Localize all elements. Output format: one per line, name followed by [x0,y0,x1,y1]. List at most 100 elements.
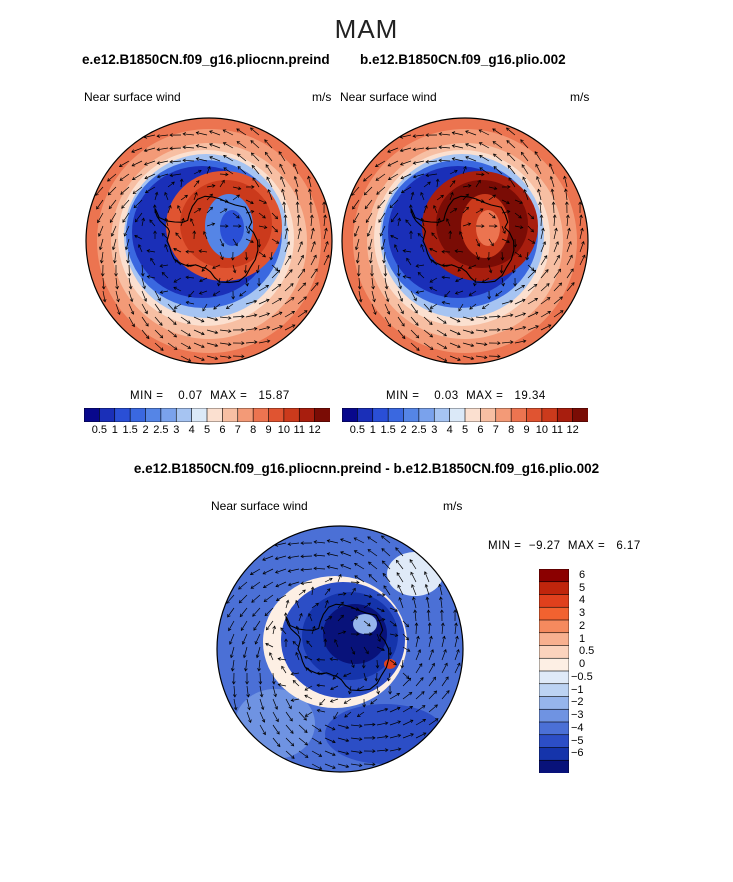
colorbar-tick-label: 6 [477,424,484,436]
colorbar-tick-label: 1 [369,424,376,436]
panel3-minmax: MIN = −9.27 MAX = 6.17 [488,540,641,552]
colorbar-swatch [539,759,569,773]
colorbar-tick-label: 6 [219,424,226,436]
colorbar-tick-label: 4 [579,594,586,607]
colorbar-tick-label: −5 [571,734,584,747]
panel3-polar-map [216,525,464,773]
colorbar-swatch [252,408,270,422]
panel2-min-label: MIN = [386,390,420,402]
diff-case-title: e.e12.B1850CN.f09_g16.pliocnn.preind - b… [133,461,600,476]
panel2-minmax: MIN = 0.03 MAX = 19.34 [386,390,546,402]
colorbar-swatch [129,408,147,422]
colorbar-swatch [539,606,569,621]
map-field-layer-1 [325,704,445,764]
colorbar-tick-label: 3 [579,607,586,619]
map-boundary-circle [341,117,589,365]
panel1-min-value: 0.07 [178,390,203,402]
colorbar-swatch [175,408,193,422]
colorbar-tick-label: 0.5 [579,645,595,658]
colorbar-swatch [539,619,569,634]
colorbar-tick-label: 9 [265,424,272,436]
colorbar-tick-label: 8 [250,424,257,436]
antarctica-coastline [154,195,259,284]
panel1-minmax: MIN = 0.07 MAX = 15.87 [130,390,290,402]
colorbar-swatch [160,408,177,422]
colorbar-swatch [403,408,420,422]
colorbar-tick-label: 4 [188,424,195,436]
colorbar-swatch [539,670,569,685]
colorbar-swatch [495,408,512,422]
panel2-max-label: MAX = [466,390,504,402]
colorbar-swatch [572,408,588,422]
panel3-max-label: MAX = [567,540,606,552]
panel2-polar-map [341,117,589,365]
panel3-max-value: 6.17 [616,540,641,552]
colorbar-swatch [222,408,239,422]
right-case-title: b.e12.B1850CN.f09_g16.plio.002 [360,52,566,67]
colorbar-tick-label: 1 [579,632,586,645]
panel1-colorbar-ticks: 0.5 1 1.5 2 2.5 3 4 5 6 7 8 9 10 11 12 [84,424,330,438]
colorbar-tick-label: 2.5 [411,424,427,436]
map-boundary-circle [216,525,464,773]
wind-vector-field [226,535,461,770]
colorbar-tick-label: 7 [234,424,241,436]
colorbar-swatch [526,408,543,422]
colorbar-tick-label: 2 [142,424,149,436]
colorbar-tick-label: 0.5 [91,424,108,436]
panel2-units-label: m/s [570,90,590,104]
colorbar-tick-label: 2 [400,424,407,436]
colorbar-tick-label: 3 [173,424,180,436]
panel3-colorbar-ticks: 6 5 4 3 2 1 0.5 0 −0.5 −1 −2 −3 −4 −5 −6 [571,569,613,773]
colorbar-tick-label: 5 [461,424,469,436]
colorbar-swatch [357,408,374,422]
colorbar-swatch [539,734,569,749]
colorbar-swatch [314,408,330,422]
colorbar-tick-label: 12 [308,424,321,436]
panel3-variable-label: Near surface wind [211,499,308,513]
panel1-colorbar [84,408,330,422]
colorbar-swatch [372,408,389,422]
left-case-title: e.e12.B1850CN.f09_g16.pliocnn.preind [82,52,330,67]
panel2-variable-label: Near surface wind [340,90,437,104]
colorbar-swatch [191,408,208,422]
colorbar-tick-label: 7 [492,424,499,436]
colorbar-tick-label: 11 [551,424,563,436]
antarctica-coastline [285,603,390,692]
colorbar-swatch [539,721,569,736]
colorbar-tick-label: −0.5 [571,670,593,683]
wind-vector-field [351,127,586,362]
colorbar-tick-label: 10 [277,424,290,436]
panel1-min-label: MIN = [130,390,164,402]
colorbar-swatch [510,408,528,422]
colorbar-swatch [539,645,569,659]
colorbar-tick-label: 5 [579,581,586,594]
colorbar-tick-label: 0.5 [349,424,366,436]
colorbar-swatch [539,594,569,608]
panel1-max-label: MAX = [210,390,248,402]
colorbar-swatch [283,408,300,422]
colorbar-swatch [539,632,569,647]
panel2-colorbar [342,408,588,422]
colorbar-tick-label: 4 [446,424,453,436]
colorbar-swatch [449,408,466,422]
colorbar-swatch [387,408,405,422]
panel1-units-label: m/s [312,90,332,104]
colorbar-swatch [145,408,162,422]
panel3-min-label: MIN = [488,540,522,552]
colorbar-tick-label: 11 [293,424,305,436]
colorbar-tick-label: 10 [535,424,548,436]
colorbar-tick-label: 3 [431,424,438,436]
colorbar-swatch [342,408,358,422]
wind-vector-field [95,127,330,362]
colorbar-swatch [84,408,100,422]
panel3-min-value: −9.27 [528,540,561,552]
map-field-layer-8 [353,614,377,634]
colorbar-swatch [99,408,116,422]
colorbar-tick-label: 2.5 [153,424,169,436]
colorbar-swatch [539,683,569,698]
map-field-layer-3 [387,552,443,596]
colorbar-swatch [418,408,435,422]
colorbar-swatch [298,408,316,422]
colorbar-swatch [539,657,569,672]
colorbar-swatch [556,408,574,422]
